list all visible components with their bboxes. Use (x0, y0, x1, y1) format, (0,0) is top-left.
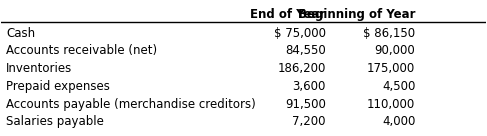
Text: Accounts receivable (net): Accounts receivable (net) (6, 44, 157, 57)
Text: 84,550: 84,550 (285, 44, 326, 57)
Text: Prepaid expenses: Prepaid expenses (6, 80, 110, 93)
Text: Inventories: Inventories (6, 62, 73, 75)
Text: 186,200: 186,200 (278, 62, 326, 75)
Text: 7,200: 7,200 (292, 115, 326, 128)
Text: 175,000: 175,000 (367, 62, 415, 75)
Text: 90,000: 90,000 (375, 44, 415, 57)
Text: 3,600: 3,600 (292, 80, 326, 93)
Text: 4,000: 4,000 (382, 115, 415, 128)
Text: 91,500: 91,500 (285, 98, 326, 111)
Text: 4,500: 4,500 (382, 80, 415, 93)
Text: 110,000: 110,000 (367, 98, 415, 111)
Text: End of Year: End of Year (250, 8, 326, 21)
Text: Beginning of Year: Beginning of Year (298, 8, 415, 21)
Text: $ 75,000: $ 75,000 (274, 27, 326, 39)
Text: Salaries payable: Salaries payable (6, 115, 104, 128)
Text: $ 86,150: $ 86,150 (363, 27, 415, 39)
Text: Cash: Cash (6, 27, 36, 39)
Text: Accounts payable (merchandise creditors): Accounts payable (merchandise creditors) (6, 98, 256, 111)
